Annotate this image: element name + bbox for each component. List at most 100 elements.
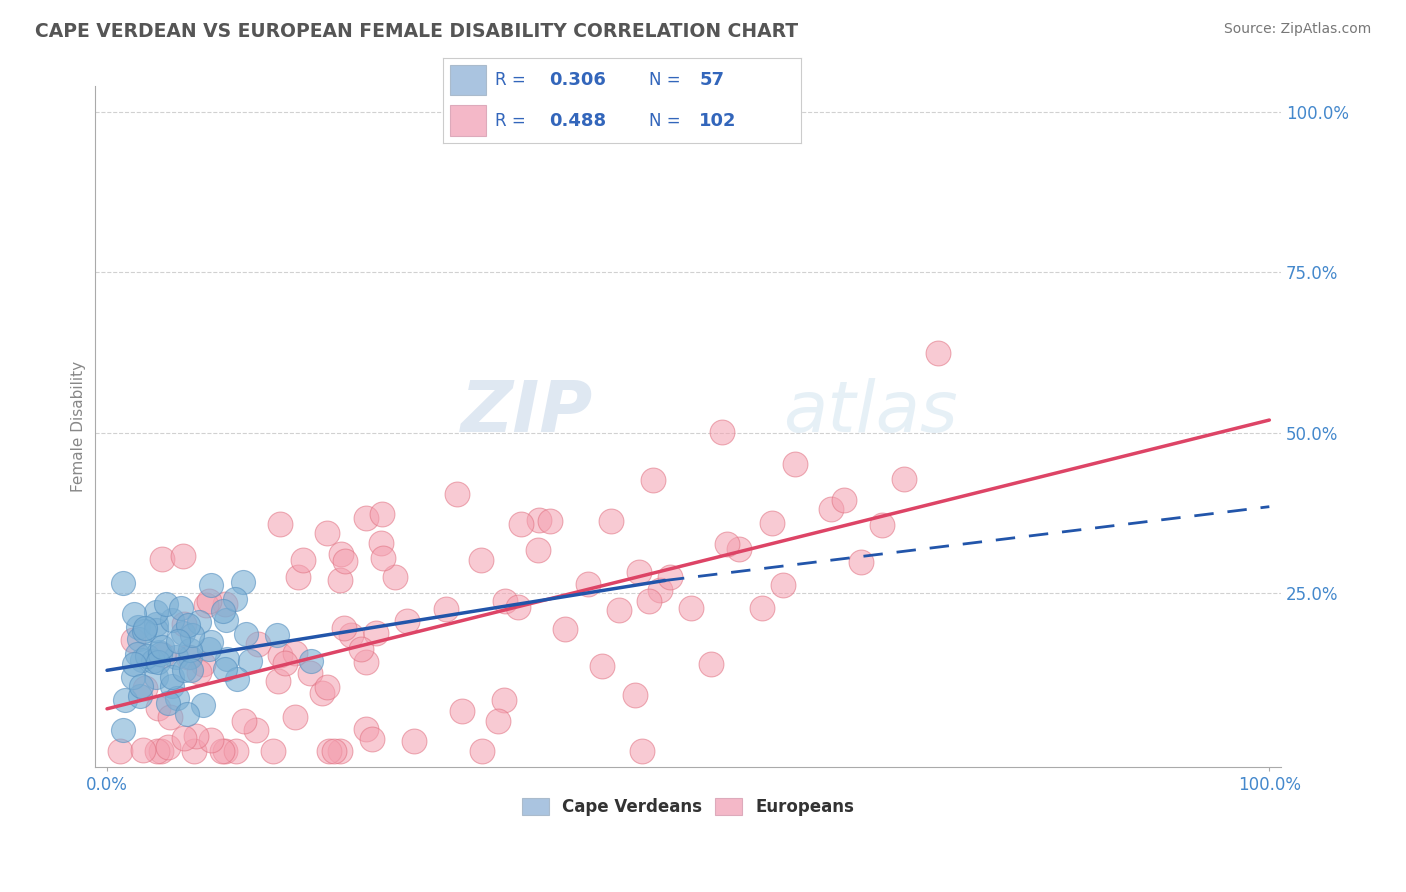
Point xyxy=(396,614,419,628)
Bar xyxy=(450,105,486,136)
Point xyxy=(135,649,157,664)
Point xyxy=(315,526,337,541)
Point xyxy=(659,570,682,584)
Bar xyxy=(450,65,486,95)
Point xyxy=(145,670,167,684)
Point xyxy=(262,743,284,757)
Point xyxy=(184,729,207,743)
Point xyxy=(239,654,262,668)
Point xyxy=(328,573,350,587)
Point xyxy=(600,515,623,529)
Point xyxy=(183,743,205,757)
Point xyxy=(350,641,373,656)
Point xyxy=(150,552,173,566)
Point xyxy=(554,622,576,636)
Point xyxy=(366,625,388,640)
Point xyxy=(495,593,517,607)
Point xyxy=(527,543,550,558)
Point xyxy=(538,514,561,528)
Point xyxy=(176,618,198,632)
Point xyxy=(165,649,187,664)
Point xyxy=(197,593,219,607)
Point xyxy=(127,647,149,661)
Point xyxy=(591,659,613,673)
Point xyxy=(173,616,195,631)
Point xyxy=(155,597,177,611)
Point xyxy=(370,536,392,550)
Point xyxy=(129,679,152,693)
Point xyxy=(893,472,915,486)
Point xyxy=(245,723,267,737)
Point xyxy=(215,652,238,666)
Point xyxy=(267,673,290,688)
Point xyxy=(716,537,738,551)
Point xyxy=(224,591,246,606)
Point xyxy=(160,613,183,627)
Point xyxy=(470,743,492,757)
Point xyxy=(162,679,184,693)
Point xyxy=(112,575,135,590)
Point xyxy=(333,554,356,568)
Point xyxy=(274,656,297,670)
Point xyxy=(193,698,215,712)
Point xyxy=(146,743,169,757)
Point xyxy=(315,681,337,695)
Point xyxy=(450,704,472,718)
Point xyxy=(492,693,515,707)
Point xyxy=(761,516,783,531)
Point xyxy=(266,628,288,642)
Point xyxy=(404,734,426,748)
Point xyxy=(927,346,949,360)
Point xyxy=(235,627,257,641)
Point xyxy=(783,457,806,471)
Point xyxy=(214,743,236,757)
Point xyxy=(146,655,169,669)
Point xyxy=(225,743,247,757)
Point xyxy=(193,657,215,671)
Point xyxy=(650,583,672,598)
Point xyxy=(170,600,193,615)
Point xyxy=(333,621,356,635)
Point xyxy=(173,663,195,677)
Point xyxy=(121,670,143,684)
Point xyxy=(371,507,394,521)
Point xyxy=(870,517,893,532)
Point xyxy=(142,654,165,668)
Text: ZIP: ZIP xyxy=(461,378,593,448)
Point xyxy=(356,656,378,670)
Point xyxy=(111,723,134,738)
Point xyxy=(215,613,238,627)
Text: 102: 102 xyxy=(699,112,737,129)
Point xyxy=(157,739,180,754)
Point xyxy=(149,743,172,757)
Point xyxy=(149,647,172,661)
Point xyxy=(179,642,201,657)
Point xyxy=(354,511,377,525)
Point xyxy=(434,602,457,616)
Point xyxy=(772,578,794,592)
Point xyxy=(681,600,703,615)
Point xyxy=(508,600,530,615)
Point xyxy=(160,670,183,684)
Point xyxy=(446,487,468,501)
Point xyxy=(176,706,198,721)
Point xyxy=(152,648,174,662)
Point xyxy=(127,620,149,634)
Point xyxy=(180,627,202,641)
Point xyxy=(509,517,531,532)
Point xyxy=(124,657,146,672)
Point xyxy=(200,635,222,649)
Point xyxy=(179,649,201,664)
Point xyxy=(214,662,236,676)
Point xyxy=(727,541,749,556)
Point xyxy=(132,624,155,639)
Point xyxy=(354,722,377,736)
Point xyxy=(287,570,309,584)
Text: R =: R = xyxy=(495,112,531,129)
Point xyxy=(284,647,307,661)
Point xyxy=(529,513,551,527)
Point xyxy=(311,686,333,700)
Point xyxy=(172,626,194,640)
Point xyxy=(637,594,659,608)
Point xyxy=(148,701,170,715)
